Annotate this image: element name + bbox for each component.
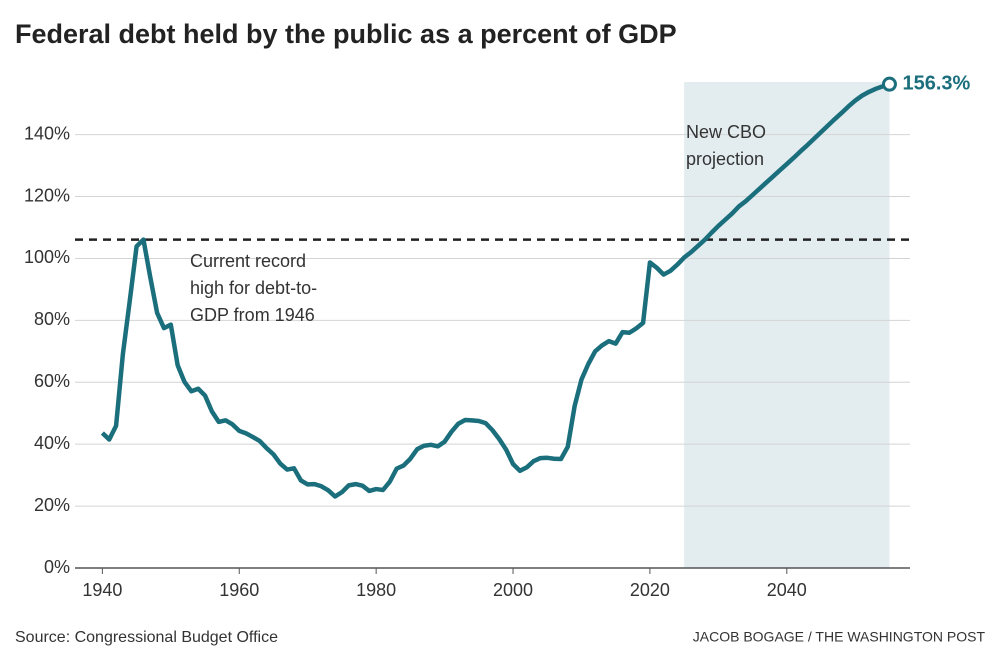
y-tick-label: 80%	[34, 309, 70, 329]
credit: JACOB BOGAGE / THE WASHINGTON POST	[693, 629, 986, 645]
y-tick-label: 20%	[34, 495, 70, 515]
annotation: projection	[686, 149, 764, 169]
annotation: Current record	[190, 251, 306, 271]
y-tick-label: 100%	[24, 247, 70, 267]
y-tick-label: 120%	[24, 185, 70, 205]
x-tick-label: 2020	[630, 580, 670, 600]
annotation: GDP from 1946	[190, 305, 315, 325]
y-tick-label: 40%	[34, 433, 70, 453]
annotation: New CBO	[686, 122, 766, 142]
value-label: 156.3%	[902, 72, 970, 94]
x-tick-label: 1940	[82, 580, 122, 600]
end-point	[881, 76, 897, 92]
y-tick-label: 60%	[34, 371, 70, 391]
y-tick-label: 140%	[24, 123, 70, 143]
source: Source: Congressional Budget Office	[15, 629, 278, 646]
x-tick-label: 1980	[356, 580, 396, 600]
data-line	[100, 82, 891, 499]
y-tick-label: 0%	[44, 557, 70, 577]
x-tick-label: 2000	[493, 580, 533, 600]
annotation: high for debt-to-	[190, 278, 317, 298]
chart-title: Federal debt held by the public as a per…	[15, 19, 677, 49]
x-tick-label: 1960	[219, 580, 259, 600]
x-tick-label: 2040	[767, 580, 807, 600]
